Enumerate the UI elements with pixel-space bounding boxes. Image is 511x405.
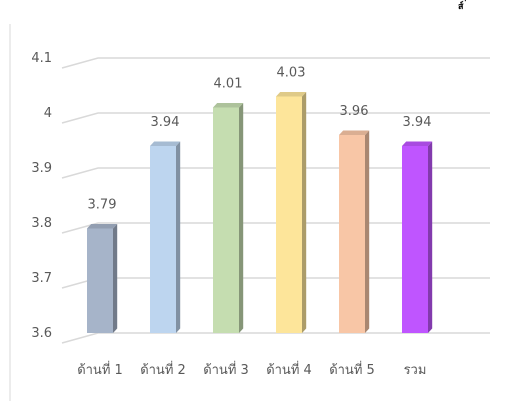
- bar-front: [276, 96, 302, 333]
- bar-top: [150, 141, 181, 146]
- category-label: ด้านที่ 4: [266, 361, 312, 378]
- bar-side: [113, 224, 118, 333]
- bar-side: [365, 130, 370, 333]
- category-label: ด้านที่ 3: [203, 361, 249, 378]
- bar-top: [339, 130, 370, 135]
- bar-side: [428, 141, 433, 333]
- gridline: [61, 57, 490, 69]
- bar: [87, 224, 118, 333]
- y-tick-label: 3.6: [31, 326, 52, 341]
- bar-front: [402, 146, 428, 333]
- category-label: ด้านที่ 2: [140, 361, 186, 378]
- data-label: 3.94: [403, 115, 432, 130]
- bar-front: [87, 228, 113, 333]
- bar-top: [276, 92, 307, 97]
- bar-front: [213, 107, 239, 333]
- y-tick-label: 3.7: [31, 271, 52, 286]
- bar-top: [213, 103, 244, 108]
- bar-front: [339, 135, 365, 333]
- bar-front: [150, 146, 176, 333]
- y-tick-label: 3.8: [31, 216, 52, 231]
- category-labels: ด้านที่ 1 ด้านที่ 2 ด้านที่ 3 ด้านที่ 4 ด้าน…: [77, 361, 426, 378]
- bar-side: [302, 92, 307, 333]
- y-tick-label: 4.1: [31, 51, 52, 66]
- data-label: 3.94: [151, 115, 180, 130]
- data-label: 3.96: [340, 104, 369, 119]
- data-label: 4.01: [214, 77, 243, 92]
- bar-side: [176, 141, 181, 333]
- data-label: 4.03: [277, 66, 306, 81]
- bar-top: [87, 224, 118, 229]
- category-label: ด้านที่ 5: [329, 361, 375, 378]
- bar-top: [402, 141, 433, 146]
- category-label: รวม: [404, 363, 427, 378]
- y-tick-label: 3.9: [31, 161, 52, 176]
- bar: [150, 141, 181, 333]
- y-tick-label: 4: [44, 106, 52, 121]
- bar: [402, 141, 433, 333]
- bars: [87, 92, 433, 333]
- bar: [213, 103, 244, 333]
- bar-side: [239, 103, 244, 333]
- gridline: [61, 332, 490, 344]
- gridline: [61, 112, 490, 124]
- y-axis-ticks: 3.6 3.7 3.8 3.9 4 4.1: [31, 51, 52, 341]
- bar: [276, 92, 307, 333]
- data-labels: 3.79 3.94 4.01 4.03 3.96 3.94: [88, 66, 432, 213]
- category-label: ด้านที่ 1: [77, 361, 123, 378]
- data-label: 3.79: [88, 198, 117, 213]
- bar: [339, 130, 370, 333]
- header-fragment: ส์ ่: [458, 0, 467, 12]
